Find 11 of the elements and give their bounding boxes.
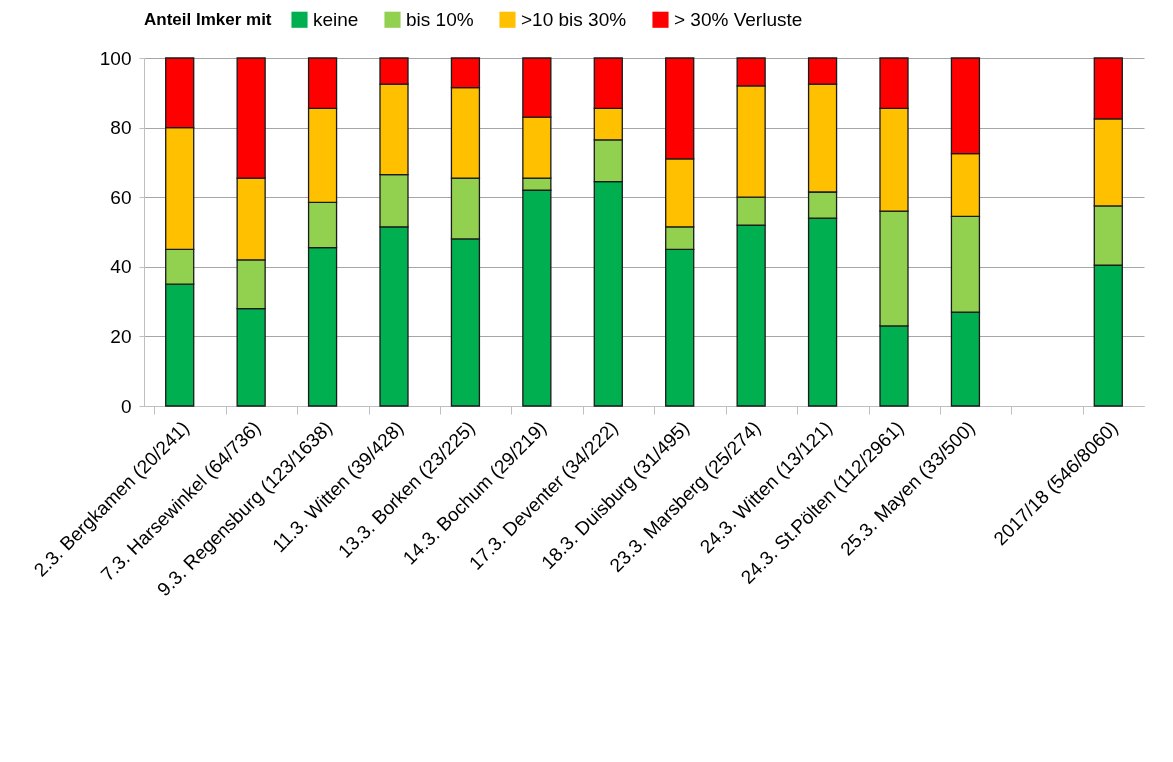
legend-title: Anteil Imker mit <box>144 10 272 29</box>
legend-label: keine <box>313 8 359 30</box>
legend-label: bis 10% <box>406 8 474 30</box>
y-tick-label: 80 <box>110 117 132 139</box>
y-tick-label: 40 <box>110 256 132 278</box>
y-tick-label: 60 <box>110 186 132 208</box>
y-tick-label: 20 <box>110 325 132 347</box>
legend-label: >10 bis 30% <box>521 8 627 30</box>
y-tick-label: 0 <box>120 395 132 417</box>
legend-label: > 30% Verluste <box>674 8 803 30</box>
y-tick-label: 100 <box>99 47 132 69</box>
